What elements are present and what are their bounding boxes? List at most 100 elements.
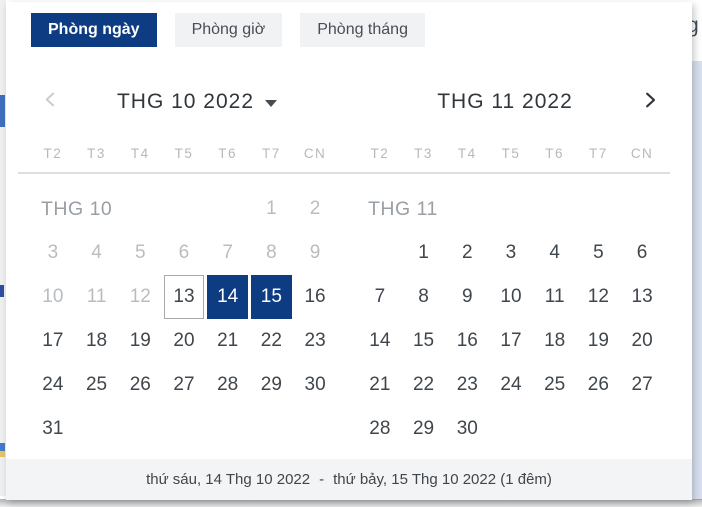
month-grid: THG 10 1 2 3 4 5 6 7 8 9 10 11 12 13 14 15 16 17 18 19 20 21 2… <box>31 187 337 451</box>
day-cell[interactable]: 24 <box>500 374 522 395</box>
day-cell[interactable]: 14 <box>369 330 391 351</box>
week-row: 10 11 12 13 14 15 16 <box>31 275 337 319</box>
day-cell[interactable]: 22 <box>412 374 435 395</box>
day-cell[interactable]: 19 <box>587 330 609 351</box>
day-cell[interactable]: 9 <box>461 286 473 307</box>
day-cell[interactable]: 27 <box>173 374 195 395</box>
day-cell[interactable]: 23 <box>456 374 478 395</box>
empty-cell <box>162 187 206 231</box>
day-cell[interactable]: 29 <box>260 374 282 395</box>
day-cell[interactable]: 15 <box>250 275 292 319</box>
page-edge-fragment <box>0 443 5 451</box>
range-start-text: thứ sáu, 14 Thg 10 2022 <box>146 471 311 488</box>
selected-range-summary: thứ sáu, 14 Thg 10 2022 - thứ bảy, 15 Th… <box>6 459 692 500</box>
week-row: 7 8 9 10 11 12 13 <box>358 275 664 319</box>
weekday-label: T4 <box>130 146 150 161</box>
day-cell[interactable]: 16 <box>304 286 326 307</box>
empty-cell <box>206 187 250 231</box>
day-cell[interactable]: 28 <box>217 374 239 395</box>
day-cell[interactable]: 14 <box>207 275 248 319</box>
empty-cell <box>620 187 664 231</box>
day-cell[interactable]: 7 <box>374 286 386 307</box>
day-cell[interactable]: 15 <box>412 330 435 351</box>
empty-cell <box>118 187 162 231</box>
tab-phong-ngay[interactable]: Phòng ngày <box>31 13 157 47</box>
tab-phong-gio[interactable]: Phòng giờ <box>174 13 283 47</box>
empty-cell <box>489 187 533 231</box>
header-divider <box>18 172 670 174</box>
day-cell[interactable]: 21 <box>217 330 239 351</box>
day-cell[interactable]: 29 <box>412 418 435 439</box>
day-cell[interactable]: 27 <box>631 374 653 395</box>
day-cell[interactable]: 2 <box>461 242 473 263</box>
day-cell: 11 <box>86 286 107 307</box>
day-cell[interactable]: 17 <box>42 330 64 351</box>
empty-cell <box>206 407 250 451</box>
weekday-label: T6 <box>218 146 238 161</box>
day-cell[interactable]: 26 <box>587 374 609 395</box>
day-cell: 1 <box>266 198 277 219</box>
calendar-grids: THG 10 1 2 3 4 5 6 7 8 9 10 11 12 13 14 15 16 17 18 19 20 21 2… <box>31 187 664 451</box>
date-picker-popup: Phòng ngày Phòng giờ Phòng tháng THG 10 … <box>6 2 692 500</box>
day-cell[interactable]: 18 <box>544 330 566 351</box>
day-cell[interactable]: 16 <box>456 330 478 351</box>
weekday-row: T2 T3 T4 T5 T6 T7 CN <box>358 146 664 161</box>
week-row: 17 18 19 20 21 22 23 <box>31 319 337 363</box>
day-cell: 3 <box>47 242 59 263</box>
empty-cell <box>533 407 577 451</box>
week-row: THG 11 <box>358 187 664 231</box>
day-cell[interactable]: 20 <box>631 330 653 351</box>
day-cell[interactable]: 19 <box>129 330 151 351</box>
tab-phong-thang[interactable]: Phòng tháng <box>300 13 425 47</box>
empty-cell <box>293 407 337 451</box>
weekday-label: T3 <box>414 146 433 161</box>
day-cell[interactable]: 8 <box>418 286 429 307</box>
month-title-label: THG 10 2022 <box>116 90 255 113</box>
day-cell[interactable]: 13 <box>163 275 205 319</box>
weekday-label: CN <box>630 146 654 161</box>
day-cell[interactable]: 26 <box>129 374 151 395</box>
day-cell[interactable]: 30 <box>304 374 326 395</box>
page-edge-fragment <box>0 95 5 127</box>
caret-down-icon <box>265 100 278 107</box>
empty-cell <box>162 407 206 451</box>
empty-cell <box>577 187 621 231</box>
day-cell[interactable]: 25 <box>85 374 108 395</box>
range-end-text: thứ bảy, 15 Thg 10 2022 (1 đêm) <box>333 471 552 488</box>
day-cell[interactable]: 31 <box>42 418 64 439</box>
day-cell[interactable]: 13 <box>631 286 653 307</box>
day-cell[interactable]: 18 <box>85 330 108 351</box>
empty-cell <box>533 187 577 231</box>
day-cell[interactable]: 24 <box>42 374 64 395</box>
day-cell[interactable]: 1 <box>418 242 429 263</box>
day-cell[interactable]: 22 <box>260 330 282 351</box>
day-cell[interactable]: 12 <box>587 286 609 307</box>
day-cell[interactable]: 6 <box>636 242 648 263</box>
day-cell[interactable]: 11 <box>544 286 565 307</box>
day-cell[interactable]: 21 <box>369 374 391 395</box>
empty-cell <box>75 407 119 451</box>
day-cell[interactable]: 28 <box>369 418 391 439</box>
weekday-label: T4 <box>457 146 477 161</box>
day-cell[interactable]: 25 <box>544 374 566 395</box>
day-cell[interactable]: 17 <box>500 330 522 351</box>
day-cell: 7 <box>222 242 233 263</box>
range-separator: - <box>319 471 325 488</box>
booking-mode-tabs: Phòng ngày Phòng giờ Phòng tháng <box>31 13 425 47</box>
day-cell[interactable]: 23 <box>304 330 326 351</box>
day-cell[interactable]: 30 <box>456 418 478 439</box>
day-cell[interactable]: 3 <box>505 242 517 263</box>
day-cell[interactable]: 10 <box>500 286 522 307</box>
weekday-label: T7 <box>261 146 281 161</box>
weekday-label: T2 <box>43 146 63 161</box>
empty-cell <box>620 407 664 451</box>
empty-cell <box>250 407 294 451</box>
day-cell[interactable]: 5 <box>593 242 604 263</box>
month-title-october[interactable]: THG 10 2022 <box>44 89 350 115</box>
day-cell[interactable]: 4 <box>549 242 560 263</box>
day-cell[interactable]: 20 <box>173 330 195 351</box>
next-month-button[interactable] <box>638 90 662 114</box>
empty-cell <box>577 407 621 451</box>
day-cell: 2 <box>309 198 321 219</box>
week-row: 3 4 5 6 7 8 9 <box>31 231 337 275</box>
